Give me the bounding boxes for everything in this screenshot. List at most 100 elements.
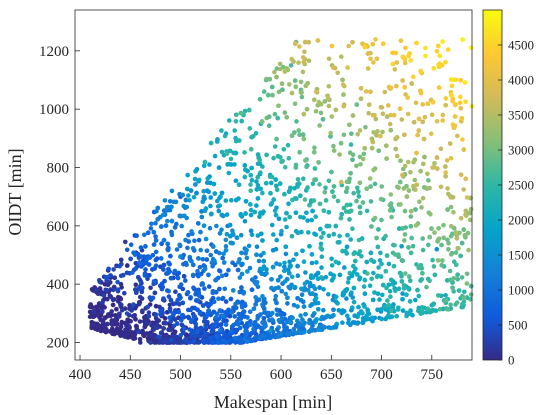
scatter-point	[166, 294, 172, 299]
scatter-point	[147, 273, 152, 278]
scatter-point	[269, 285, 274, 291]
scatter-point	[282, 264, 287, 270]
scatter-point	[351, 285, 357, 291]
scatter-point	[284, 325, 289, 331]
scatter-point	[418, 168, 423, 174]
scatter-point	[290, 197, 295, 203]
y-tick-label: 800	[47, 161, 70, 177]
scatter-point	[269, 84, 275, 90]
scatter-point	[464, 195, 470, 200]
scatter-point	[205, 180, 210, 185]
scatter-point	[445, 207, 450, 212]
scatter-point	[216, 165, 222, 170]
scatter-point	[317, 123, 323, 128]
scatter-point	[218, 194, 223, 199]
scatter-point	[165, 218, 170, 224]
scatter-point	[223, 322, 229, 327]
scatter-point	[401, 186, 407, 191]
scatter-point	[284, 319, 290, 325]
scatter-point	[163, 223, 169, 228]
scatter-point	[301, 59, 306, 65]
scatter-point	[394, 60, 400, 65]
scatter-point	[216, 208, 222, 214]
scatter-point	[152, 290, 158, 296]
scatter-point	[203, 325, 208, 330]
scatter-point	[396, 286, 402, 292]
scatter-point	[212, 191, 218, 196]
scatter-point	[287, 82, 292, 87]
scatter-point	[166, 288, 171, 294]
scatter-point	[283, 291, 289, 297]
scatter-point	[312, 177, 317, 182]
scatter-point	[167, 269, 172, 274]
scatter-point	[215, 340, 221, 345]
scatter-point	[460, 137, 465, 142]
scatter-point	[124, 311, 130, 316]
scatter-point	[449, 83, 455, 89]
scatter-point	[167, 315, 172, 321]
scatter-point	[451, 210, 456, 215]
scatter-point	[299, 94, 305, 100]
scatter-point	[468, 283, 474, 289]
scatter-point	[322, 189, 328, 195]
scatter-point	[217, 328, 223, 333]
scatter-point	[388, 85, 394, 91]
scatter-point	[357, 249, 363, 254]
scatter-point	[173, 289, 178, 295]
scatter-point	[403, 225, 409, 230]
scatter-point	[233, 119, 239, 124]
scatter-point	[235, 321, 241, 327]
scatter-point	[285, 295, 290, 301]
scatter-point	[408, 278, 413, 284]
scatter-point	[435, 166, 440, 171]
x-tick-label: 700	[370, 367, 393, 383]
scatter-point	[436, 236, 442, 241]
scatter-point	[371, 167, 376, 173]
scatter-point	[380, 282, 386, 288]
scatter-point	[250, 134, 256, 139]
scatter-point	[123, 239, 128, 245]
y-tick-label: 600	[47, 219, 70, 235]
scatter-point	[426, 178, 431, 183]
scatter-point	[282, 69, 288, 74]
scatter-point	[369, 224, 374, 229]
scatter-point	[261, 209, 266, 214]
scatter-point	[376, 148, 382, 154]
scatter-point	[237, 275, 243, 280]
scatter-point	[307, 320, 312, 326]
x-tick-label: 600	[270, 367, 293, 383]
scatter-point	[232, 162, 237, 167]
scatter-point	[372, 290, 377, 295]
scatter-point	[376, 265, 381, 270]
scatter-point	[306, 39, 312, 45]
scatter-point	[374, 133, 379, 138]
scatter-point	[348, 237, 354, 242]
scatter-point	[419, 205, 424, 210]
scatter-point	[448, 204, 454, 210]
colorbar-tick-label: 3500	[508, 108, 534, 123]
scatter-point	[326, 223, 332, 229]
scatter-point	[257, 157, 263, 163]
scatter-point	[399, 279, 405, 284]
scatter-point	[356, 194, 362, 199]
scatter-point	[214, 223, 219, 229]
scatter-point	[244, 339, 250, 344]
scatter-point	[110, 326, 115, 332]
scatter-point	[283, 251, 289, 257]
scatter-point	[458, 253, 463, 259]
scatter-point	[214, 334, 220, 339]
scatter-point	[183, 278, 188, 283]
scatter-point	[148, 226, 154, 231]
scatter-point	[159, 330, 165, 335]
scatter-point	[231, 288, 236, 293]
scatter-point	[384, 156, 389, 161]
scatter-point	[364, 208, 370, 214]
scatter-point	[150, 295, 156, 301]
scatter-point	[276, 89, 282, 95]
scatter-point	[115, 287, 121, 293]
scatter-point	[434, 246, 440, 252]
scatter-point	[453, 102, 458, 108]
scatter-point	[368, 56, 373, 62]
scatter-point	[149, 221, 154, 227]
scatter-point	[247, 126, 253, 131]
